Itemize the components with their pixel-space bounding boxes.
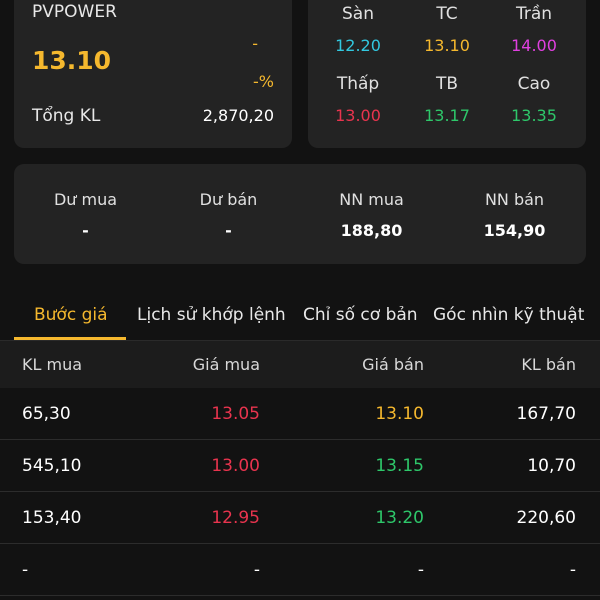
surplus-sell-value: - <box>225 221 232 240</box>
active-tab-indicator <box>14 337 126 340</box>
table-row: 65,30 13.05 13.10 167,70 <box>0 388 600 440</box>
surplus-buy: Dư mua - <box>14 190 157 240</box>
high-price: Cao 13.35 <box>488 74 580 125</box>
ceiling-price: Trần 14.00 <box>488 4 580 55</box>
high-label: Cao <box>517 74 551 94</box>
floor-price: Sàn 12.20 <box>312 4 404 55</box>
header-bid-price: Giá mua <box>192 355 260 374</box>
header-bid-volume: KL mua <box>22 355 83 374</box>
bid-price: 12.95 <box>211 508 260 528</box>
low-value: 13.00 <box>335 106 381 125</box>
header-ask-price: Giá bán <box>362 355 424 374</box>
foreign-sell-label: NN bán <box>484 190 545 209</box>
surplus-buy-value: - <box>82 221 89 240</box>
ticker-card: PVPOWER 13.10 - -% Tổng KL 2,870,20 <box>14 0 292 148</box>
foreign-buy: NN mua 188,80 <box>300 190 443 240</box>
total-volume-value: 2,870,20 <box>202 106 274 125</box>
average-price: TB 13.17 <box>401 74 493 125</box>
ask-price: 13.15 <box>375 456 424 476</box>
order-flow-card: Dư mua - Dư bán - NN mua 188,80 NN bán 1… <box>14 164 586 264</box>
ceiling-value: 14.00 <box>511 36 557 55</box>
ask-volume: 167,70 <box>516 404 576 424</box>
average-label: TB <box>435 74 459 94</box>
ask-volume: 10,70 <box>527 456 576 476</box>
bid-price: - <box>253 560 260 580</box>
low-label: Thấp <box>336 74 380 94</box>
ask-price: 13.10 <box>375 404 424 424</box>
reference-label: TC <box>436 4 458 24</box>
price-change-percent: -% <box>253 72 274 91</box>
ask-volume: 220,60 <box>516 508 576 528</box>
foreign-sell-value: 154,90 <box>483 221 546 240</box>
ask-volume: - <box>569 560 576 580</box>
foreign-buy-value: 188,80 <box>340 221 403 240</box>
bid-volume: 65,30 <box>22 404 71 424</box>
tab-divider <box>0 340 600 341</box>
foreign-sell: NN bán 154,90 <box>443 190 586 240</box>
high-value: 13.35 <box>511 106 557 125</box>
order-book-header: KL mua Giá mua Giá bán KL bán <box>0 341 600 388</box>
price-change: - <box>252 34 258 53</box>
average-value: 13.17 <box>424 106 470 125</box>
bid-volume: - <box>22 560 29 580</box>
floor-value: 12.20 <box>335 36 381 55</box>
foreign-buy-label: NN mua <box>339 190 404 209</box>
reference-value: 13.10 <box>424 36 470 55</box>
ceiling-label: Trần <box>515 4 553 24</box>
bid-volume: 545,10 <box>22 456 82 476</box>
ask-price: 13.20 <box>375 508 424 528</box>
table-row: 545,10 13.00 13.15 10,70 <box>0 440 600 492</box>
bid-price: 13.00 <box>211 456 260 476</box>
last-price: 13.10 <box>32 46 112 75</box>
price-levels-card: Sàn 12.20 TC 13.10 Trần 14.00 Thấp 13.00… <box>308 0 586 148</box>
tab-technical-view[interactable]: Góc nhìn kỹ thuật <box>433 305 585 325</box>
bid-price: 13.05 <box>211 404 260 424</box>
reference-price: TC 13.10 <box>401 4 493 55</box>
low-price: Thấp 13.00 <box>312 74 404 125</box>
table-row: 153,40 12.95 13.20 220,60 <box>0 492 600 544</box>
tab-bar: Bước giá Lịch sử khớp lệnh Chỉ số cơ bản… <box>0 300 600 340</box>
total-volume-label: Tổng KL <box>32 106 101 126</box>
bid-volume: 153,40 <box>22 508 82 528</box>
table-row: - - - - <box>0 544 600 596</box>
tab-match-history[interactable]: Lịch sử khớp lệnh <box>137 305 286 325</box>
ask-price: - <box>417 560 424 580</box>
tab-price-steps[interactable]: Bước giá <box>34 305 108 325</box>
header-ask-volume: KL bán <box>521 355 576 374</box>
surplus-buy-label: Dư mua <box>53 190 118 209</box>
surplus-sell-label: Dư bán <box>199 190 258 209</box>
tab-fundamentals[interactable]: Chỉ số cơ bản <box>303 305 418 325</box>
floor-label: Sàn <box>342 4 374 24</box>
ticker-symbol: PVPOWER <box>32 2 117 22</box>
surplus-sell: Dư bán - <box>157 190 300 240</box>
